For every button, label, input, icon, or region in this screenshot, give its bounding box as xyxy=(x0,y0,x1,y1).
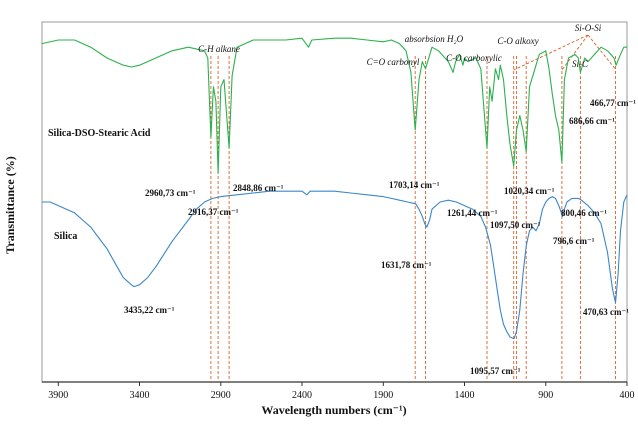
plot-frame xyxy=(41,21,628,383)
peak-label-2916: 2916,37 cm⁻¹ xyxy=(188,207,239,217)
peak-label-796: 796,6 cm⁻¹ xyxy=(553,236,595,246)
peak-label-466: 466,77 cm⁻¹ xyxy=(590,98,636,108)
peak-label-1261: 1261,44 cm⁻¹ xyxy=(447,208,498,218)
peak-label-470: 470,63 cm⁻¹ xyxy=(583,307,629,317)
reference-lines xyxy=(210,56,616,382)
series-label-silica: Silica xyxy=(54,231,77,242)
x-tick-label: 400 xyxy=(620,390,635,401)
bracket-line xyxy=(561,34,589,71)
peak-label-800: 800,46 cm⁻¹ xyxy=(561,208,607,218)
peak-label-3435: 3435,22 cm⁻¹ xyxy=(124,305,175,315)
bracket-line xyxy=(513,34,589,71)
x-tick-label: 3900 xyxy=(48,390,68,401)
group-label-h2o: absorbsion H₂O xyxy=(405,34,464,44)
x-tick-label: 900 xyxy=(538,390,553,401)
group-label-co-carbonyl: C=O carbonyl xyxy=(367,57,420,67)
peak-label-1631: 1631,78 cm⁻¹ xyxy=(381,260,432,270)
peak-label-1020: 1020,34 cm⁻¹ xyxy=(504,186,555,196)
series-line-silica xyxy=(42,190,628,340)
peak-label-1703: 1703,14 cm⁻¹ xyxy=(389,180,440,190)
x-ticks: 3900 3400 2900 2400 1900 1400 900 400 xyxy=(48,382,635,401)
peak-label-1095: 1095,57 cm⁻¹ xyxy=(470,366,521,376)
x-tick-label: 1400 xyxy=(455,390,475,401)
series-line-silica-dso-stearic-acid xyxy=(41,37,627,174)
series-label-silica-dso: Silica-DSO-Stearic Acid xyxy=(48,128,151,139)
si-o-si-bracket xyxy=(513,34,617,71)
x-tick-label: 2900 xyxy=(211,390,231,401)
x-tick-label: 3400 xyxy=(130,390,150,401)
group-label-si-o-si: Si-O-Si xyxy=(575,23,602,33)
group-label-co-alkoxy: C-O alkoxy xyxy=(497,36,538,46)
group-label-ch-alkane: C-H alkane xyxy=(198,44,240,54)
bracket-line xyxy=(587,34,617,71)
peak-label-2960: 2960,73 cm⁻¹ xyxy=(145,188,196,198)
peak-label-686: 686,66 cm⁻¹ xyxy=(569,116,615,126)
group-label-co-carboxylic: C-O carboxylic xyxy=(446,53,502,63)
x-tick-label: 2400 xyxy=(292,390,312,401)
y-axis-title: Transmittance (%) xyxy=(3,156,17,253)
peak-label-2848: 2848,86 cm⁻¹ xyxy=(233,183,284,193)
group-label-si-c: Si-C xyxy=(572,59,589,69)
x-axis-title: Wavelength numbers (cm⁻¹) xyxy=(261,403,406,417)
x-tick-label: 1900 xyxy=(373,390,393,401)
peak-label-1097: 1097,50 cm⁻¹ xyxy=(490,220,541,230)
series-layer xyxy=(41,37,628,340)
